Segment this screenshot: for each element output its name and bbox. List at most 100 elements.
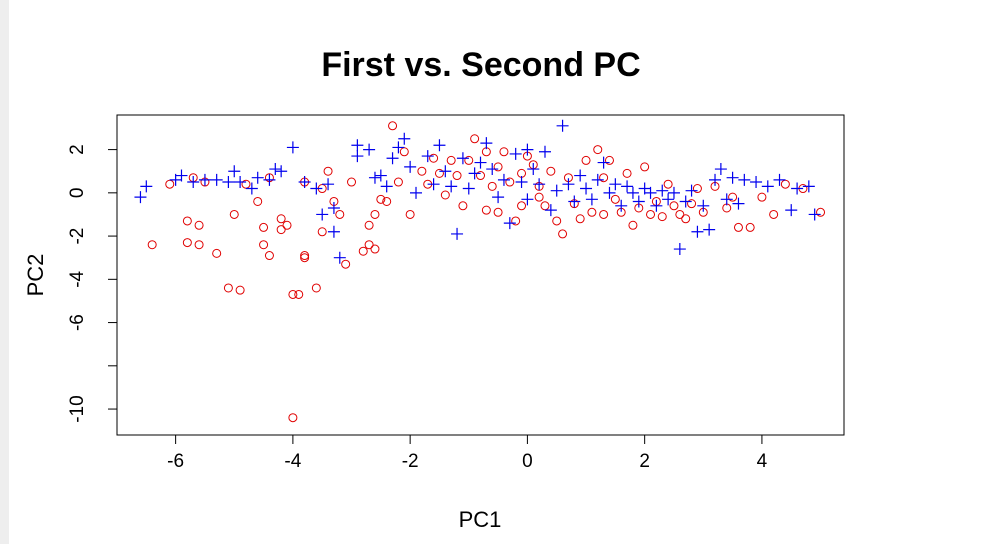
circle-point: [534, 192, 544, 202]
plus-point: [732, 197, 745, 210]
circle-point: [517, 201, 527, 211]
plus-point: [544, 204, 557, 217]
circle-point: [499, 147, 509, 157]
plus-point: [597, 156, 610, 169]
circle-point: [393, 177, 403, 187]
circle-point: [212, 248, 222, 258]
circle-point: [323, 166, 333, 176]
x-axis: -6 -4 -2 0 2 4: [167, 434, 768, 472]
plus-point: [451, 227, 464, 240]
plus-point: [626, 186, 639, 199]
circle-point: [657, 212, 667, 222]
circle-point: [692, 184, 702, 194]
circle-point: [452, 171, 462, 181]
circle-point: [780, 179, 790, 189]
circle-point: [599, 209, 609, 219]
circle-point: [229, 209, 239, 219]
plus-point: [187, 176, 200, 189]
circle-point: [294, 289, 304, 299]
plus-point: [134, 191, 147, 204]
circle-point: [470, 134, 480, 144]
x-tick-label: 2: [639, 451, 650, 472]
plus-point: [621, 180, 634, 193]
plus-point: [368, 171, 381, 184]
plus-point: [679, 195, 692, 208]
y-tick-label: 0: [67, 188, 88, 199]
circle-point: [587, 207, 597, 217]
plus-point: [662, 193, 675, 206]
circle-point: [446, 155, 456, 165]
plus-point: [410, 186, 423, 199]
plus-point: [808, 208, 821, 221]
circle-point: [241, 179, 251, 189]
circle-point: [253, 196, 263, 206]
circle-point: [745, 222, 755, 232]
circle-point: [610, 194, 620, 204]
circle-point: [481, 205, 491, 215]
circle-point: [440, 190, 450, 200]
plus-point: [568, 195, 581, 208]
plus-point: [585, 193, 598, 206]
plus-point: [527, 163, 540, 176]
plus-point: [380, 180, 393, 193]
plus-point: [456, 152, 469, 165]
plus-point: [533, 178, 546, 191]
circle-point: [311, 283, 321, 293]
plus-point: [286, 141, 299, 154]
plus-point: [316, 208, 329, 221]
plus-point: [632, 195, 645, 208]
circle-point: [282, 220, 292, 230]
plus-point: [609, 178, 622, 191]
circle-point: [540, 201, 550, 211]
circle-point: [593, 145, 603, 155]
plus-point: [785, 204, 798, 217]
plus-point: [562, 178, 575, 191]
circle-point: [487, 181, 497, 191]
plus-point: [580, 182, 593, 195]
y-axis: 2 0 -2 -4 -6 -10: [67, 144, 118, 423]
plus-point: [650, 199, 663, 212]
data-points: [134, 119, 826, 423]
circle-point: [434, 168, 444, 178]
circle-point: [399, 147, 409, 157]
circle-point: [347, 177, 357, 187]
plus-point: [474, 156, 487, 169]
circle-point: [552, 216, 562, 226]
y-tick-label: -10: [67, 395, 88, 422]
circle-point: [581, 155, 591, 165]
circle-point: [476, 171, 485, 181]
circle-point: [147, 240, 157, 250]
plus-point: [550, 184, 563, 197]
circle-point: [276, 214, 286, 224]
x-tick-label: -4: [284, 451, 301, 472]
plus-point: [697, 199, 710, 212]
circle-point: [194, 240, 204, 250]
plus-point: [245, 182, 258, 195]
circle-point: [288, 289, 298, 299]
circle-point: [364, 240, 374, 250]
y-tick-label: -6: [67, 314, 88, 331]
plus-point: [404, 160, 417, 173]
plus-point: [603, 186, 616, 199]
plus-point: [386, 152, 399, 165]
plus-point: [175, 169, 188, 182]
circle-point: [628, 220, 638, 230]
plus-point: [333, 251, 346, 264]
circle-point: [341, 259, 351, 269]
left-edge-strip: [0, 0, 9, 544]
plus-point: [615, 199, 628, 212]
circle-point: [370, 209, 380, 219]
circle-point: [358, 246, 368, 256]
plus-point: [703, 223, 716, 236]
circle-point: [235, 285, 245, 295]
circle-point: [165, 179, 175, 189]
plus-point: [298, 176, 311, 189]
circle-point: [728, 192, 738, 202]
plus-point: [275, 165, 288, 178]
plus-point: [656, 184, 669, 197]
plus-point: [492, 191, 505, 204]
circle-point: [757, 192, 767, 202]
circle-point: [681, 214, 691, 224]
x-tick-label: 4: [757, 451, 768, 472]
plus-point: [497, 173, 510, 186]
